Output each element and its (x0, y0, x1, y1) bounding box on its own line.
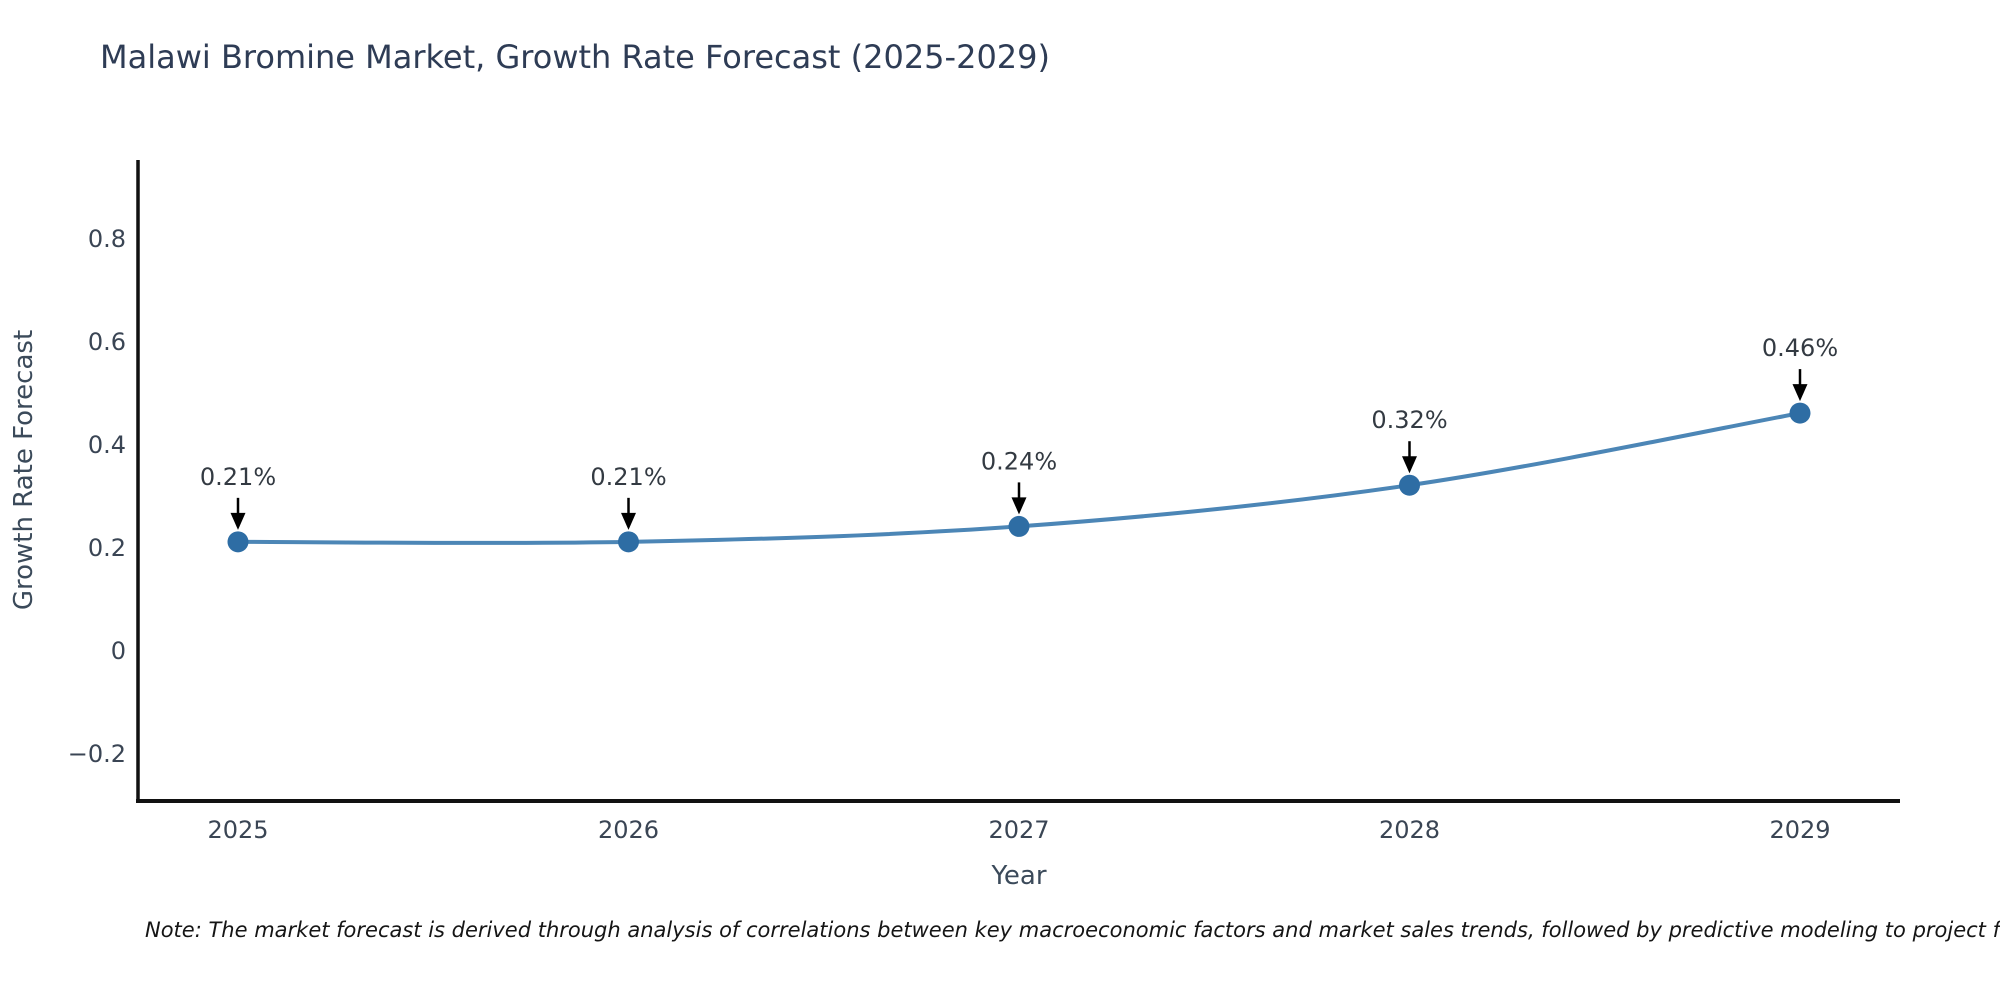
annotation-label: 0.24% (981, 447, 1057, 475)
annotation-arrow-head (1792, 384, 1808, 402)
annotation-label: 0.46% (1762, 334, 1838, 362)
annotation-arrow-head (1402, 456, 1417, 474)
data-point-marker (1008, 515, 1030, 537)
annotation-arrow-head (230, 512, 246, 530)
x-axis-tick-label: 2029 (1769, 816, 1830, 844)
annotation-label: 0.21% (590, 463, 666, 491)
data-point-marker (227, 531, 249, 553)
data-point-marker (1399, 474, 1420, 496)
y-axis-tick-label: 0.8 (88, 225, 126, 253)
data-point-marker (618, 531, 639, 553)
x-axis-tick-label: 2028 (1379, 816, 1440, 844)
x-axis-tick-label: 2027 (988, 816, 1049, 844)
y-axis-tick-label: −0.2 (68, 740, 126, 768)
y-axis-tick-label: 0.6 (88, 328, 126, 356)
data-point-marker (1789, 402, 1811, 424)
y-axis-tick-label: 0.2 (88, 534, 126, 562)
footnote: Note: The market forecast is derived thr… (145, 918, 2000, 942)
annotation-label: 0.21% (200, 463, 276, 491)
y-axis-tick-label: 0.4 (88, 431, 126, 459)
annotation-arrow-head (621, 512, 636, 530)
annotation-arrow-head (1011, 497, 1027, 515)
annotation-label: 0.32% (1371, 406, 1447, 434)
x-axis-title: Year (990, 861, 1046, 891)
chart-title: Malawi Bromine Market, Growth Rate Forec… (100, 38, 1050, 76)
x-axis-tick-label: 2026 (598, 816, 659, 844)
x-axis-tick-label: 2025 (207, 816, 268, 844)
y-axis-title: Growth Rate Forecast (9, 330, 39, 610)
y-axis-tick-label: 0 (111, 637, 126, 665)
